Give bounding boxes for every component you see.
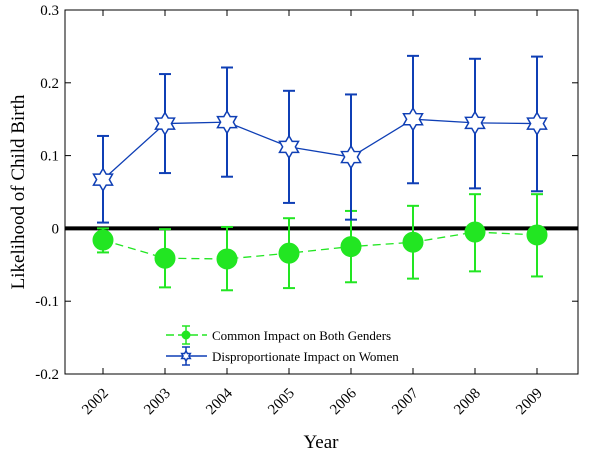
y-tick-label: -0.1 (35, 294, 59, 310)
legend-label: Common Impact on Both Genders (212, 328, 391, 343)
data-point (216, 109, 238, 135)
legend: Common Impact on Both Genders Disproporti… (166, 325, 399, 366)
x-tick-label: 2003 (141, 386, 174, 419)
x-tick-label: 2004 (203, 385, 236, 418)
x-tick-label: 2006 (327, 385, 360, 418)
plot-area (64, 9, 579, 375)
series-2 (92, 54, 548, 224)
series-line (102, 118, 538, 181)
y-tick-label: 0.1 (40, 149, 59, 165)
y-tick-label: -0.2 (35, 367, 59, 383)
data-point (216, 248, 238, 270)
data-point (526, 224, 548, 246)
data-point (92, 167, 114, 193)
data-point (402, 106, 424, 132)
data-point (278, 134, 300, 160)
y-tick-label: 0 (52, 221, 60, 237)
legend-marker (180, 349, 192, 363)
data-point (402, 231, 424, 253)
y-tick-label: 0.2 (40, 76, 59, 92)
y-axis-title: Likelihood of Child Birth (8, 94, 29, 289)
legend-marker (181, 330, 191, 340)
x-tick-label: 2007 (389, 385, 422, 418)
data-point (340, 144, 362, 170)
data-point (464, 110, 486, 136)
data-point (154, 111, 176, 137)
legend-label: Disproportionate Impact on Women (212, 349, 399, 364)
data-point (526, 111, 548, 137)
series-1 (92, 193, 548, 292)
x-tick-label: 2009 (513, 386, 546, 419)
x-axis-title: Year (303, 432, 339, 453)
x-tick-label: 2008 (451, 386, 484, 419)
data-point (92, 229, 114, 251)
data-point (464, 221, 486, 243)
y-tick-label: 0.3 (40, 3, 59, 19)
data-point (154, 247, 176, 269)
x-tick-label: 2005 (265, 386, 298, 419)
x-tick-label: 2002 (79, 386, 112, 419)
data-point (278, 242, 300, 264)
data-point (340, 236, 362, 258)
